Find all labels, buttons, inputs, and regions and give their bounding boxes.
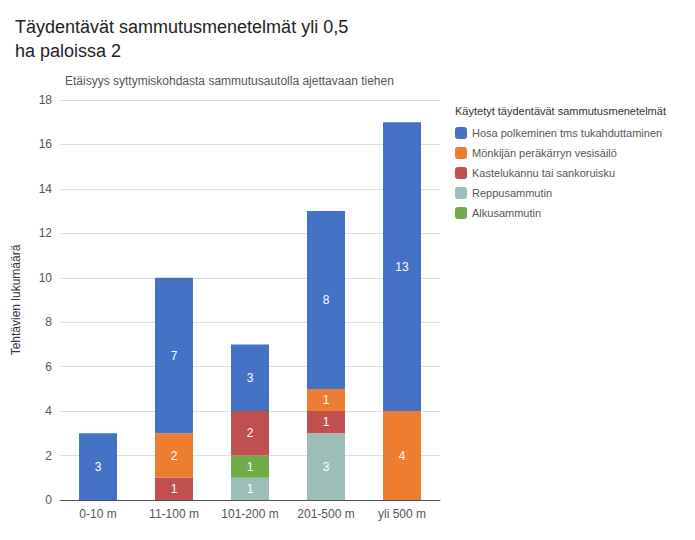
- svg-text:1: 1: [247, 482, 254, 496]
- svg-text:1: 1: [171, 482, 178, 496]
- svg-text:10: 10: [39, 271, 53, 285]
- svg-text:4: 4: [399, 449, 406, 463]
- svg-text:2: 2: [45, 449, 52, 463]
- svg-text:1: 1: [323, 415, 330, 429]
- svg-text:Etäisyys syttymiskohdasta samm: Etäisyys syttymiskohdasta sammutusautoll…: [65, 74, 394, 88]
- svg-text:18: 18: [39, 93, 53, 107]
- svg-text:2: 2: [171, 449, 178, 463]
- svg-text:14: 14: [39, 182, 53, 196]
- svg-text:Tehtävien lukumäärä: Tehtävien lukumäärä: [9, 244, 23, 355]
- svg-text:Käytetyt täydentävät sammutusm: Käytetyt täydentävät sammutusmenetelmät: [455, 105, 666, 117]
- svg-text:0: 0: [45, 493, 52, 507]
- svg-text:1: 1: [323, 393, 330, 407]
- svg-text:101-200 m: 101-200 m: [221, 507, 278, 521]
- svg-text:0-10 m: 0-10 m: [79, 507, 116, 521]
- svg-text:4: 4: [45, 404, 52, 418]
- svg-text:16: 16: [39, 137, 53, 151]
- svg-text:Alkusammutin: Alkusammutin: [472, 207, 541, 219]
- svg-text:Täydentävät sammutusmenetelmät: Täydentävät sammutusmenetelmät yli 0,5: [15, 17, 348, 37]
- svg-text:ha paloissa 2: ha paloissa 2: [15, 41, 121, 61]
- svg-text:Mönkijän peräkärryn vesisäilö: Mönkijän peräkärryn vesisäilö: [472, 147, 617, 159]
- svg-text:11-100 m: 11-100 m: [149, 507, 199, 521]
- svg-text:yli 500 m: yli 500 m: [378, 507, 426, 521]
- svg-text:201-500 m: 201-500 m: [297, 507, 354, 521]
- svg-text:2: 2: [247, 426, 254, 440]
- svg-text:13: 13: [395, 260, 409, 274]
- svg-text:8: 8: [45, 315, 52, 329]
- svg-text:3: 3: [95, 460, 102, 474]
- svg-text:Reppusammutin: Reppusammutin: [472, 187, 552, 199]
- svg-text:Kastelukannu tai sankoruisku: Kastelukannu tai sankoruisku: [472, 167, 615, 179]
- svg-text:3: 3: [247, 371, 254, 385]
- svg-text:Hosa polkeminen tms tukahdutta: Hosa polkeminen tms tukahduttaminen: [472, 127, 662, 139]
- svg-text:1: 1: [247, 460, 254, 474]
- svg-text:6: 6: [45, 360, 52, 374]
- svg-text:8: 8: [323, 293, 330, 307]
- svg-text:3: 3: [323, 460, 330, 474]
- svg-text:12: 12: [39, 226, 53, 240]
- svg-text:7: 7: [171, 349, 178, 363]
